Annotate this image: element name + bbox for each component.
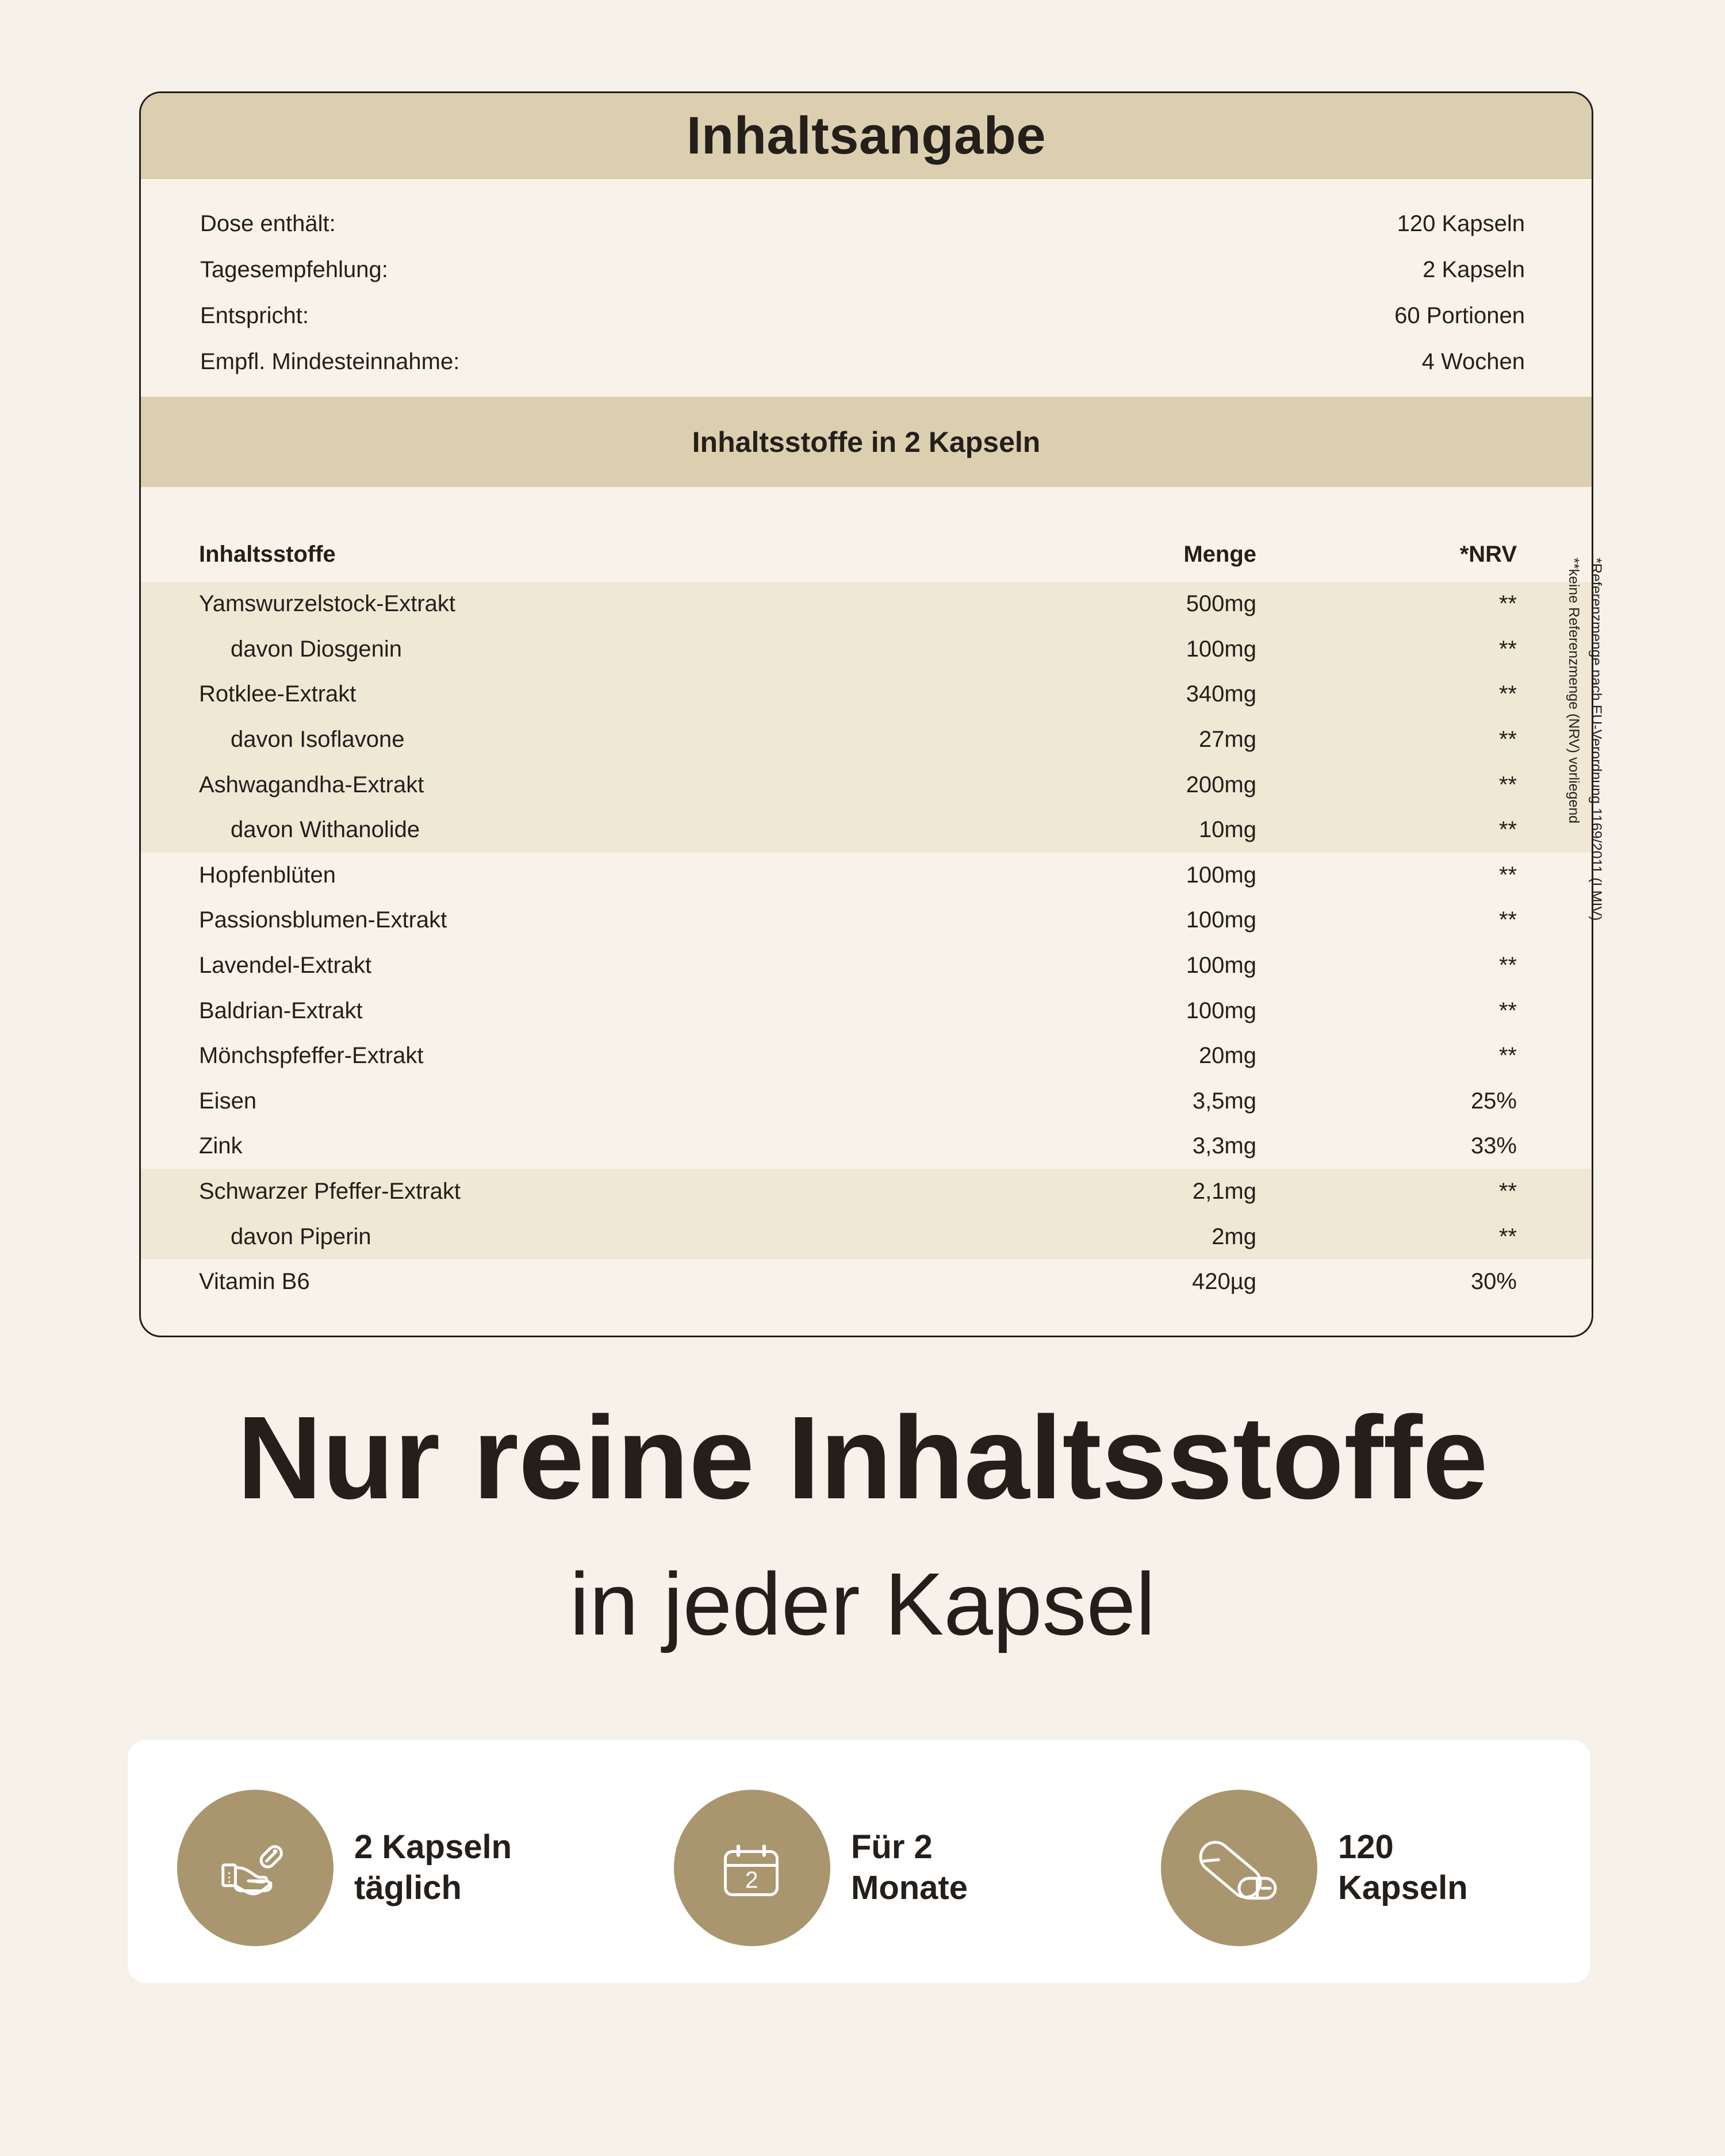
svg-text:2: 2 (745, 1867, 758, 1893)
